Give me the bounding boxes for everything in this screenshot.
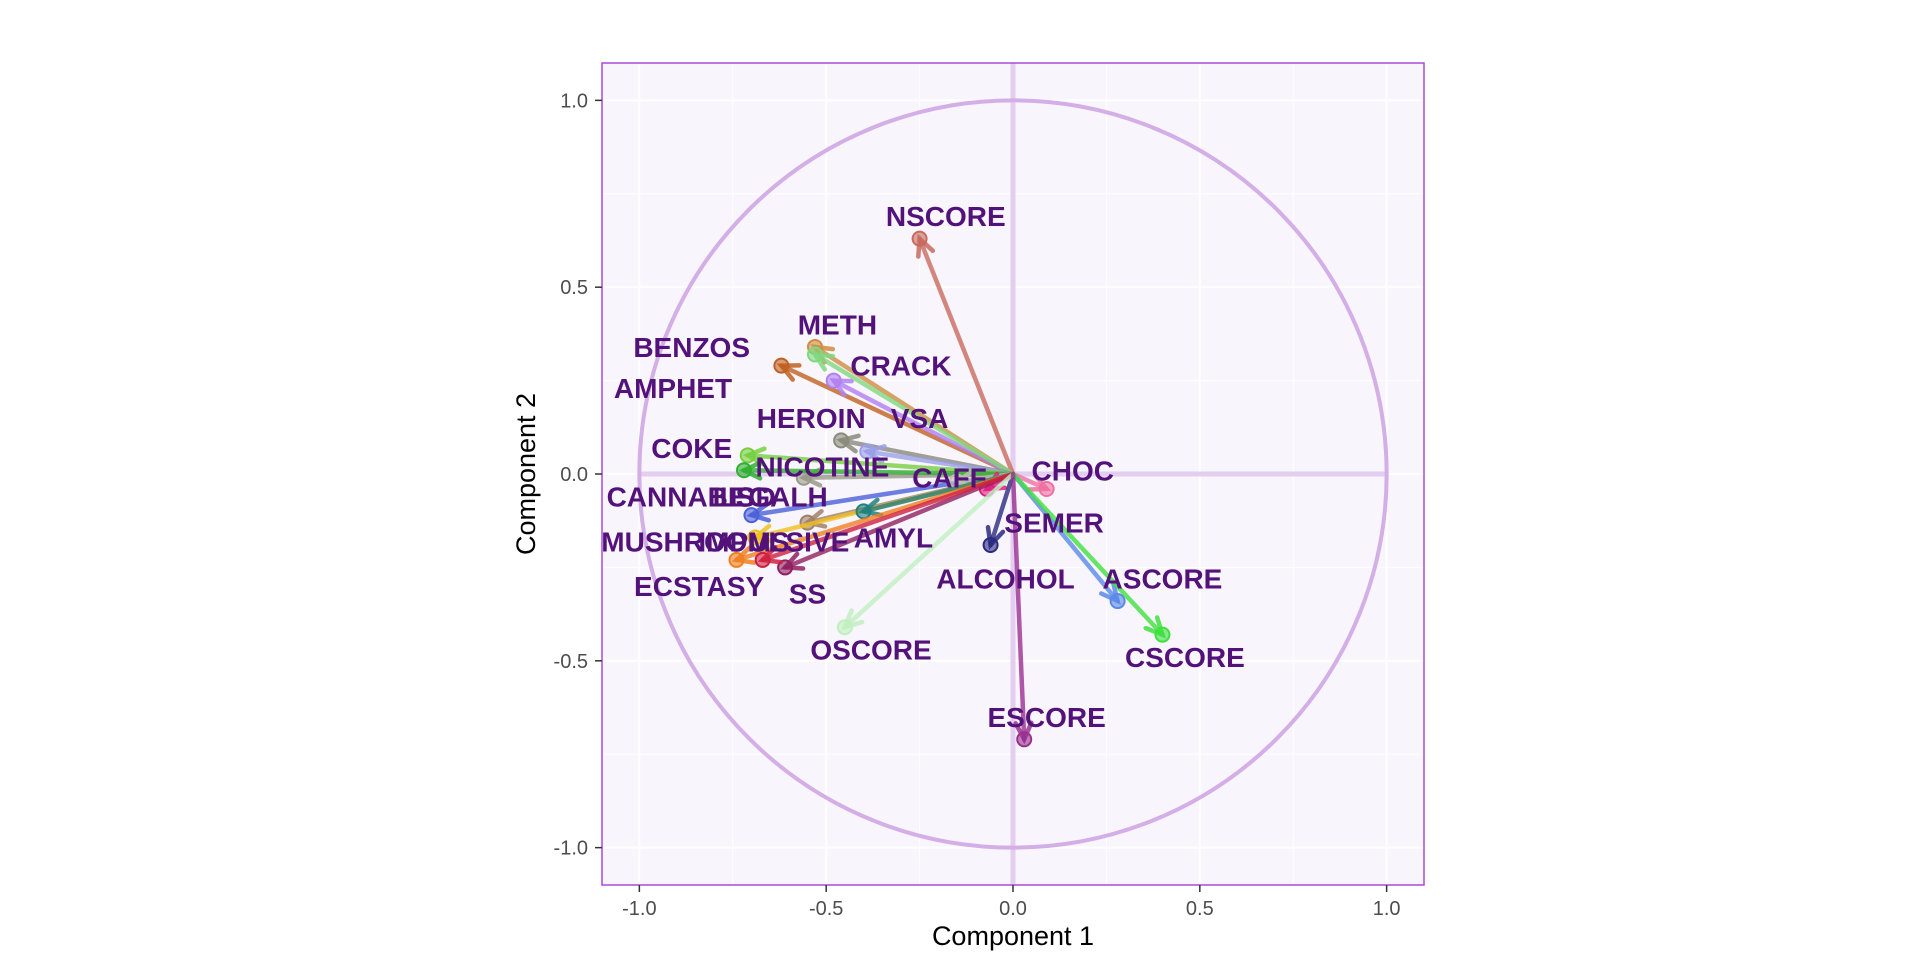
arrow-tip-point <box>747 529 764 546</box>
label-cscore: CSCORE <box>1125 642 1245 673</box>
label-coke: COKE <box>651 433 732 464</box>
labels-layer: NSCORE METH BENZOS CRACK AMPHET HEROIN VSA COKE… <box>601 201 1244 733</box>
arrow-tip-point <box>859 443 876 460</box>
label-lsd: LSD <box>720 481 776 512</box>
y-tick-label: 0.5 <box>560 277 588 299</box>
arrow-tip-point <box>754 551 771 568</box>
label-choc: CHOC <box>1032 455 1114 486</box>
axis-ticks: -1.0 -0.5 0.0 0.5 1.0 -1.0 -0.5 0.0 0.5 1.0 <box>554 90 1401 920</box>
arrow-shaft <box>782 471 1016 570</box>
x-tick-label: -0.5 <box>809 898 843 920</box>
label-mushrooms: MUSHROOMS <box>601 526 789 557</box>
x-tick-label: 0.5 <box>1186 898 1214 920</box>
label-oscore: OSCORE <box>810 635 931 666</box>
label-nscore: NSCORE <box>886 201 1006 232</box>
arrow-tip-point <box>982 536 999 553</box>
y-tick-label: 0.0 <box>560 464 588 486</box>
arrow-tip-point <box>806 346 823 363</box>
label-caff: CAFF <box>912 463 987 494</box>
arrow-tip-point <box>1154 626 1171 643</box>
arrow-shaft <box>812 352 1016 477</box>
arrow-shaft <box>1010 471 1165 637</box>
label-benzos: BENZOS <box>633 332 750 363</box>
arrow-escore <box>1010 471 1034 748</box>
arrow-impulsive <box>754 471 1016 568</box>
arrow-tip-point <box>911 230 928 247</box>
x-tick-label: -1.0 <box>622 898 656 920</box>
label-legalh: LEGALH <box>713 481 828 512</box>
x-axis-title: Component 1 <box>932 921 1094 951</box>
x-tick-label: 1.0 <box>1373 898 1401 920</box>
label-escore: ESCORE <box>988 702 1106 733</box>
arrow-amphet <box>806 346 1016 477</box>
arrow-tip-point <box>833 432 850 449</box>
label-impulsive: IMPULSIVE <box>698 526 849 557</box>
arrow-alcohol <box>982 471 1016 553</box>
arrow-shaft <box>1010 471 1027 742</box>
label-nicotine: NICOTINE <box>756 452 890 483</box>
label-amphet: AMPHET <box>614 373 732 404</box>
unit-circle <box>637 98 1389 850</box>
arrow-shaft <box>917 236 1016 477</box>
label-vsa: VSA <box>891 403 949 434</box>
arrow-tip-point <box>735 462 752 479</box>
y-tick-label: 1.0 <box>560 90 588 112</box>
arrow-tip-point <box>739 447 756 464</box>
arrow-nscore <box>911 230 1016 477</box>
arrow-shaft <box>842 471 1016 630</box>
label-crack: CRACK <box>850 351 951 382</box>
arrows-layer <box>728 230 1171 748</box>
label-amyl: AMYL <box>854 523 933 554</box>
arrow-shaft <box>745 453 1016 477</box>
label-ecstasy: ECSTASY <box>634 571 764 602</box>
arrow-cscore <box>1010 471 1171 643</box>
arrow-tip-point <box>743 507 760 524</box>
arrow-tip-point <box>825 372 842 389</box>
label-alcohol: ALCOHOL <box>936 564 1074 595</box>
arrow-oscore <box>836 471 1016 636</box>
x-tick-label: 0.0 <box>999 898 1027 920</box>
arrow-tip-point <box>1016 731 1033 748</box>
label-meth: METH <box>798 310 877 341</box>
y-tick-label: -0.5 <box>554 651 588 673</box>
label-ss: SS <box>789 579 826 610</box>
arrow-tip-point <box>836 619 853 636</box>
arrow-tip-point <box>773 357 790 374</box>
label-semer: SEMER <box>1004 508 1104 539</box>
label-ascore: ASCORE <box>1103 564 1223 595</box>
arrow-shaft <box>988 471 1016 548</box>
arrow-tip-point <box>1109 593 1126 610</box>
label-heroin: HEROIN <box>757 403 866 434</box>
arrow-tip-point <box>1038 480 1055 497</box>
label-cannabis: CANNABIS <box>607 481 755 512</box>
arrow-choc <box>1010 471 1055 497</box>
arrow-tip-point <box>728 551 745 568</box>
y-tick-label: -1.0 <box>554 838 588 860</box>
y-axis-title: Component 2 <box>511 393 541 555</box>
arrow-shaft <box>760 471 1016 563</box>
arrow-tip-point <box>855 503 872 520</box>
